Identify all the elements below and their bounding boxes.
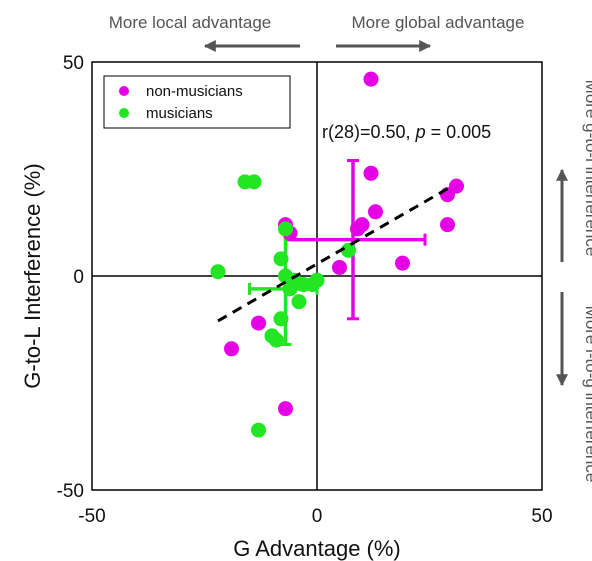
y-axis-title: G-to-L Interference (%): [20, 163, 45, 388]
legend-box: [103, 75, 291, 129]
x-tick-label: 50: [531, 506, 552, 527]
data-point-musicians: [273, 311, 289, 327]
data-point-non-musicians: [368, 204, 383, 220]
annotation-g-to-l-interference: More g-to-l interference: [582, 80, 592, 257]
legend-label-non-musicians: non-musicians: [146, 83, 243, 100]
data-point-non-musicians: [449, 178, 464, 194]
data-point-non-musicians: [278, 401, 293, 417]
data-point-musicians: [282, 281, 298, 297]
data-point-musicians: [273, 251, 289, 267]
data-point-non-musicians: [363, 165, 379, 181]
data-point-musicians: [210, 264, 226, 280]
y-tick-label: 50: [63, 53, 84, 74]
data-point-musicians: [269, 332, 284, 348]
data-point-non-musicians: [251, 315, 266, 331]
data-point-non-musicians: [395, 255, 410, 271]
data-point-musicians: [251, 422, 266, 438]
stat-p: p: [415, 122, 426, 142]
legend-marker-musicians: [119, 108, 129, 118]
data-point-non-musicians: [332, 259, 347, 275]
data-point-musicians: [291, 294, 307, 310]
legend-label-musicians: musicians: [146, 105, 213, 122]
x-axis-title: G Advantage (%): [233, 536, 401, 561]
annotation-l-to-g-interference: More l-to-g interference: [582, 306, 592, 483]
data-point-non-musicians: [350, 221, 365, 237]
stat-suffix: = 0.005: [426, 122, 492, 142]
data-point-musicians: [278, 221, 293, 237]
data-point-musicians: [237, 174, 253, 190]
data-point-non-musicians: [363, 71, 379, 87]
data-point-non-musicians: [224, 341, 239, 357]
annotation-local-advantage: More local advantage: [109, 13, 272, 32]
correlation-annotation: r(28)=0.50, p = 0.005: [322, 122, 491, 142]
x-tick-label: -50: [78, 506, 105, 527]
stat-prefix: r(28)=0.50,: [322, 122, 416, 142]
data-point-musicians: [341, 242, 356, 258]
y-tick-label: -50: [57, 481, 84, 502]
data-point-musicians: [309, 272, 325, 288]
x-tick-label: 0: [312, 506, 323, 527]
y-tick-label: 0: [73, 267, 84, 288]
regression-line: [217, 184, 453, 323]
annotation-global-advantage: More global advantage: [352, 13, 525, 32]
data-point-non-musicians: [440, 217, 455, 233]
legend-marker-non-musicians: [119, 86, 129, 96]
